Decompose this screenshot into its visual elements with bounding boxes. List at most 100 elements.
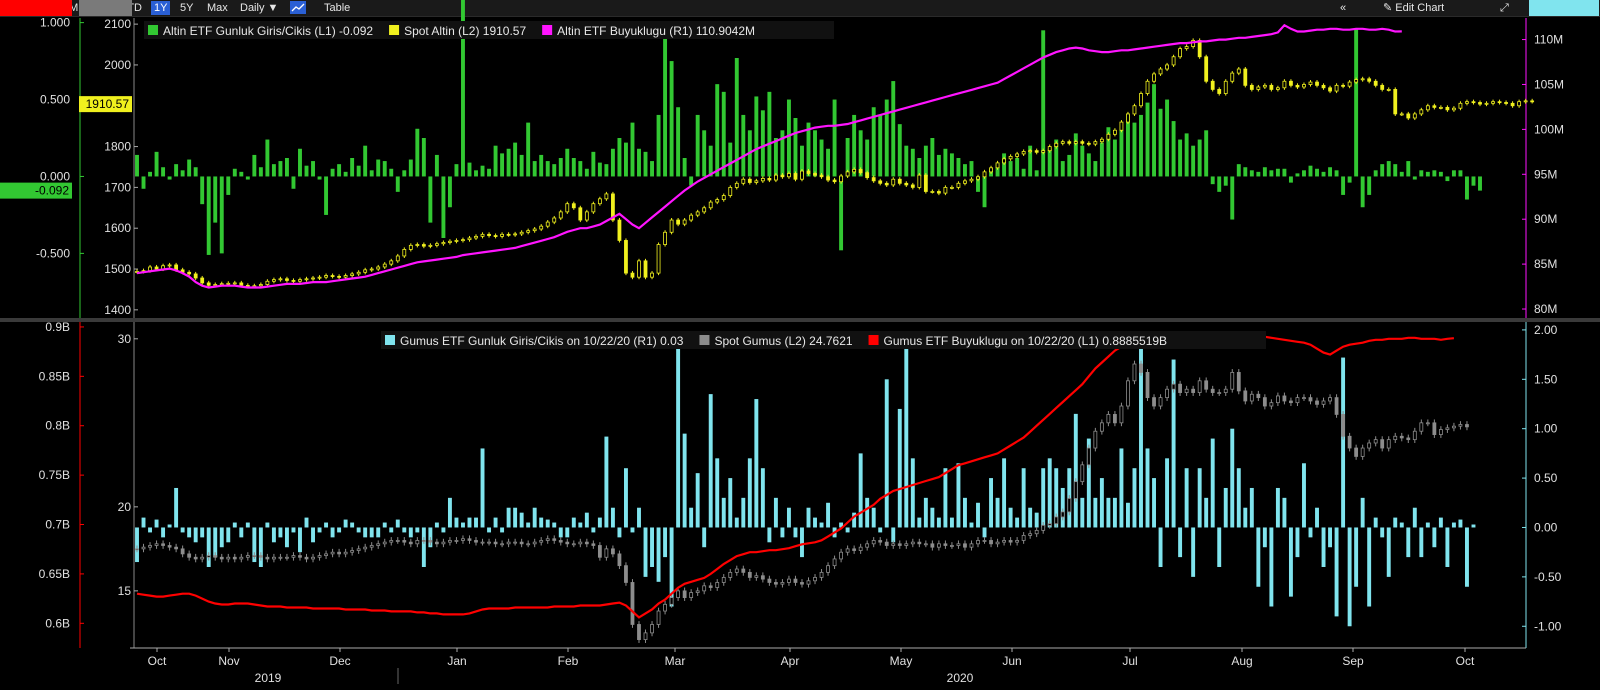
flow-bar <box>506 507 511 528</box>
flow-bar <box>206 527 211 567</box>
flow-bar <box>702 527 707 548</box>
flow-bar <box>154 519 159 528</box>
spot-candle <box>239 556 244 560</box>
gold-panel: 1.000 0.500 0.000 -0.500 2100 2000 1800 1700 160… <box>0 0 1600 322</box>
spot-candle <box>395 540 400 542</box>
spot-candle <box>715 582 720 588</box>
flow-bar <box>604 164 609 177</box>
flow-bar <box>447 176 452 208</box>
flow-bar <box>1406 161 1411 177</box>
spot-candle <box>760 178 765 182</box>
flow-bar <box>904 145 909 177</box>
spot-candle <box>1399 435 1404 439</box>
spot-candle <box>858 546 863 551</box>
flow-bar <box>1432 170 1437 177</box>
flow-bar <box>1328 167 1333 177</box>
flow-bar <box>1171 359 1176 528</box>
line-chart-icon[interactable] <box>290 1 306 14</box>
flow-bar <box>780 527 785 538</box>
spot-candle <box>1275 87 1280 90</box>
spot-candle <box>258 555 263 558</box>
spot-candle <box>1419 422 1424 432</box>
left-inner-tick-label: 1700 <box>104 180 131 194</box>
flow-bar <box>1099 478 1104 528</box>
flow-bar <box>252 154 257 177</box>
flow-bar <box>454 164 459 177</box>
spot-candle <box>643 632 648 640</box>
spot-candle <box>728 571 733 578</box>
spot-candle <box>597 545 602 558</box>
flow-bar <box>1341 357 1346 528</box>
flow-bar <box>1093 497 1098 528</box>
spot-candle <box>800 170 804 180</box>
flow-bar <box>1099 142 1104 177</box>
flow-bar <box>1302 170 1306 177</box>
spot-candle <box>1406 113 1411 119</box>
flow-bar <box>1125 114 1130 177</box>
spot-candle <box>343 551 348 555</box>
spot-candle <box>428 540 433 543</box>
spot-candle <box>1393 89 1398 115</box>
spot-candle <box>454 240 459 242</box>
right-tick-label: -0.50 <box>1534 570 1562 584</box>
spot-candle <box>969 178 974 182</box>
size-last-value-box <box>0 0 72 16</box>
right-tick-label: 90M <box>1534 212 1557 226</box>
flow-bar <box>519 154 524 177</box>
spot-candle <box>1060 141 1065 144</box>
spot-candle <box>878 540 883 543</box>
spot-candle <box>682 590 687 598</box>
spot-candle <box>1171 383 1176 390</box>
right-tick-label: 100M <box>1534 122 1564 136</box>
spot-candle <box>558 540 563 543</box>
spot-candle <box>298 555 302 558</box>
flow-bar <box>1002 458 1007 528</box>
spot-candle <box>532 541 537 545</box>
spot-candle <box>252 555 257 557</box>
flow-bar <box>597 517 602 528</box>
flow-bar <box>454 517 459 528</box>
left-inner-tick-label: 2100 <box>104 17 131 31</box>
flow-bar <box>845 138 850 177</box>
flow-bar <box>376 159 381 177</box>
flow-bar <box>421 527 426 567</box>
spot-candle <box>1204 380 1209 390</box>
flow-bar <box>1393 517 1398 528</box>
spot-candle <box>487 233 491 236</box>
spot-candle <box>304 278 309 281</box>
flow-bar <box>1438 171 1443 177</box>
flow-bar <box>428 176 433 223</box>
flow-bar <box>1347 527 1352 627</box>
interval-select[interactable]: Daily ▼ <box>240 1 278 15</box>
range-max-button[interactable]: Max <box>207 2 228 14</box>
flow-bar <box>1165 458 1170 528</box>
flow-bar <box>1132 468 1137 528</box>
collapse-icon[interactable]: « <box>1340 2 1347 14</box>
range-5y-button[interactable]: 5Y <box>180 2 194 14</box>
spot-candle <box>819 571 824 578</box>
spot-candle <box>663 603 667 612</box>
table-button[interactable]: Table <box>324 2 351 14</box>
flow-bar <box>1288 176 1293 183</box>
flow-bar <box>135 154 139 177</box>
spot-candle <box>650 624 654 634</box>
edit-chart-button[interactable]: ✎ Edit Chart <box>1383 1 1444 15</box>
flow-bar <box>441 527 446 533</box>
spot-candle <box>500 233 504 237</box>
flow-bar <box>1256 171 1261 177</box>
left-outer-tick-label: 0.500 <box>40 93 70 107</box>
flow-bar <box>949 153 954 177</box>
flow-bar <box>311 161 315 177</box>
left-outer-tick-label: 0.75B <box>39 468 70 482</box>
flow-bar <box>1393 164 1398 177</box>
flow-bar <box>1060 161 1065 177</box>
spot-candle <box>1073 481 1078 499</box>
range-1y-button[interactable]: 1Y <box>151 1 171 15</box>
flow-bar <box>982 176 987 208</box>
spot-candle <box>1399 113 1404 116</box>
flow-bar <box>617 527 622 538</box>
flow-bar <box>936 517 941 528</box>
flow-bar <box>1223 487 1228 528</box>
edit-icon[interactable]: ⤢ <box>1500 2 1509 14</box>
spot-candle <box>1282 80 1287 89</box>
